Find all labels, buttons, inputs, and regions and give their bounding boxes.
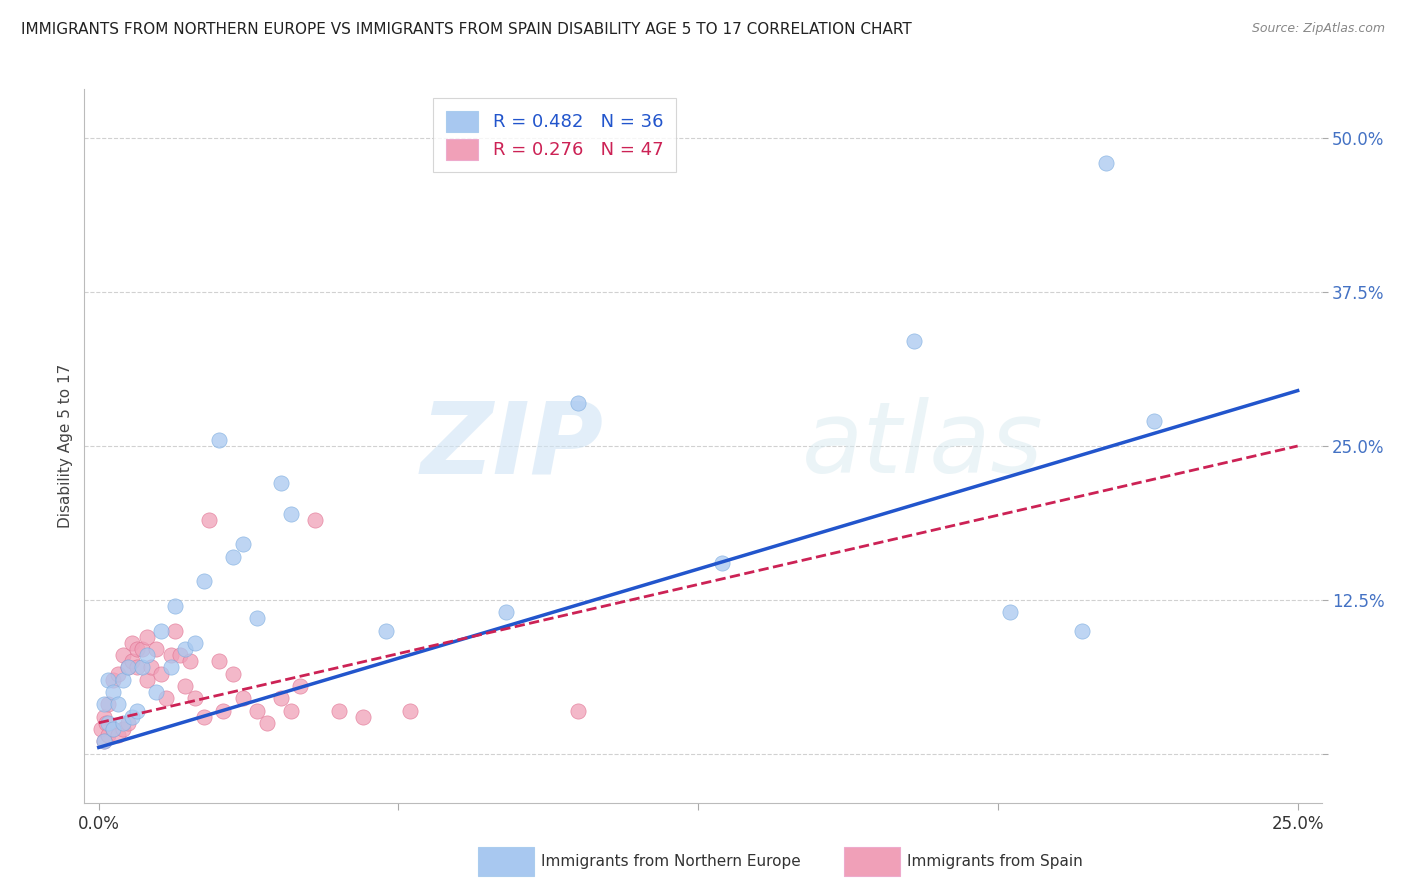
Point <box>97 673 120 687</box>
Point <box>304 513 326 527</box>
Text: ZIP: ZIP <box>420 398 605 494</box>
Point <box>232 691 254 706</box>
Point <box>90 722 112 736</box>
Point <box>179 654 201 668</box>
Point <box>174 679 197 693</box>
Point <box>97 728 120 742</box>
Point <box>280 704 302 718</box>
Point <box>121 709 143 723</box>
Point <box>165 599 187 613</box>
Text: Source: ZipAtlas.com: Source: ZipAtlas.com <box>1251 22 1385 36</box>
Point <box>131 642 153 657</box>
Point <box>208 433 231 447</box>
Point <box>165 624 187 638</box>
Point <box>150 666 173 681</box>
Point <box>111 673 134 687</box>
Point <box>101 722 124 736</box>
Point <box>117 660 139 674</box>
Point <box>93 734 115 748</box>
Point <box>127 642 149 657</box>
Point <box>193 574 215 589</box>
Point <box>711 556 734 570</box>
Point <box>183 691 205 706</box>
Text: atlas: atlas <box>801 398 1043 494</box>
Point <box>131 660 153 674</box>
Point <box>222 666 245 681</box>
Point <box>193 709 215 723</box>
Point <box>232 537 254 551</box>
Point <box>97 698 120 712</box>
Point <box>117 715 139 730</box>
Point <box>328 704 350 718</box>
Point <box>169 648 191 662</box>
Point <box>288 679 311 693</box>
Legend: R = 0.482   N = 36, R = 0.276   N = 47: R = 0.482 N = 36, R = 0.276 N = 47 <box>433 98 676 172</box>
Point <box>567 396 589 410</box>
Point <box>256 715 278 730</box>
Point <box>117 660 139 674</box>
Point <box>94 715 117 730</box>
Point <box>135 648 157 662</box>
Point <box>155 691 177 706</box>
Point <box>101 685 124 699</box>
Point <box>121 636 143 650</box>
Text: Immigrants from Spain: Immigrants from Spain <box>907 855 1083 869</box>
Point <box>150 624 173 638</box>
Point <box>222 549 245 564</box>
Point <box>246 704 269 718</box>
Point <box>111 715 134 730</box>
Point <box>375 624 398 638</box>
Point <box>107 728 129 742</box>
Point <box>159 660 181 674</box>
Point <box>93 734 115 748</box>
Y-axis label: Disability Age 5 to 17: Disability Age 5 to 17 <box>58 364 73 528</box>
Point <box>127 704 149 718</box>
Point <box>111 648 134 662</box>
Point <box>903 334 925 349</box>
Point <box>93 709 115 723</box>
Point <box>121 654 143 668</box>
Text: IMMIGRANTS FROM NORTHERN EUROPE VS IMMIGRANTS FROM SPAIN DISABILITY AGE 5 TO 17 : IMMIGRANTS FROM NORTHERN EUROPE VS IMMIG… <box>21 22 912 37</box>
Point <box>101 673 124 687</box>
Point <box>145 685 167 699</box>
Point <box>159 648 181 662</box>
Point <box>212 704 235 718</box>
Point <box>998 605 1021 619</box>
Point <box>127 660 149 674</box>
Point <box>135 630 157 644</box>
Point <box>495 605 517 619</box>
Point <box>135 673 157 687</box>
Point <box>567 704 589 718</box>
Point <box>97 715 120 730</box>
Point <box>280 507 302 521</box>
Point <box>352 709 374 723</box>
Point <box>1143 414 1166 428</box>
Point <box>1095 156 1118 170</box>
Point <box>145 642 167 657</box>
Point <box>183 636 205 650</box>
Point <box>270 475 292 490</box>
Point <box>111 722 134 736</box>
Point <box>107 666 129 681</box>
Point <box>270 691 292 706</box>
Point <box>174 642 197 657</box>
Point <box>208 654 231 668</box>
Point <box>107 698 129 712</box>
Point <box>246 611 269 625</box>
Text: Immigrants from Northern Europe: Immigrants from Northern Europe <box>541 855 801 869</box>
Point <box>399 704 422 718</box>
Point <box>198 513 221 527</box>
Point <box>101 722 124 736</box>
Point <box>93 698 115 712</box>
Point <box>1070 624 1092 638</box>
Point <box>141 660 163 674</box>
